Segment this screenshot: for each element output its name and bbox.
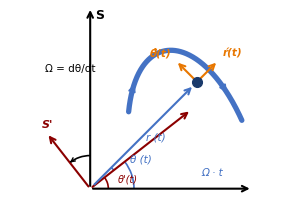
Text: θ'(t): θ'(t)	[118, 174, 138, 184]
Text: θ (t): θ (t)	[130, 154, 152, 164]
Text: r (t): r (t)	[146, 132, 165, 142]
Text: θ̂(t): θ̂(t)	[150, 48, 172, 58]
Text: ŕ(t): ŕ(t)	[222, 49, 242, 58]
Text: Ω = dθ/dt: Ω = dθ/dt	[45, 64, 96, 74]
Text: S': S'	[42, 120, 53, 130]
Text: Ω · t: Ω · t	[201, 168, 223, 178]
Text: S: S	[95, 9, 104, 22]
